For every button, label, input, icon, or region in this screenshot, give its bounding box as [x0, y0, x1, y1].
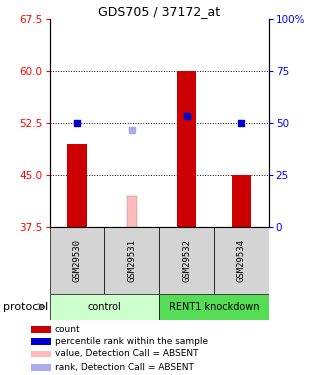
Text: GSM29532: GSM29532	[182, 239, 191, 282]
Point	[184, 113, 189, 119]
Bar	[68, 144, 87, 227]
Text: rank, Detection Call = ABSENT: rank, Detection Call = ABSENT	[55, 363, 194, 372]
Bar	[177, 71, 196, 227]
Bar	[104, 227, 159, 294]
Text: value, Detection Call = ABSENT: value, Detection Call = ABSENT	[55, 350, 198, 358]
Text: RENT1 knockdown: RENT1 knockdown	[169, 302, 259, 312]
Text: protocol: protocol	[3, 302, 48, 312]
Bar	[232, 175, 251, 227]
Text: count: count	[55, 325, 80, 334]
Bar	[214, 227, 269, 294]
Bar	[127, 196, 137, 227]
Point	[75, 120, 80, 126]
Text: percentile rank within the sample: percentile rank within the sample	[55, 337, 208, 346]
Bar	[31, 364, 51, 370]
Bar	[31, 351, 51, 357]
Text: control: control	[88, 302, 121, 312]
Bar	[159, 227, 214, 294]
Bar	[50, 227, 104, 294]
Text: GSM29530: GSM29530	[73, 239, 82, 282]
Bar	[31, 338, 51, 345]
Text: GSM29531: GSM29531	[127, 239, 136, 282]
Point	[239, 120, 244, 126]
Point	[129, 127, 134, 133]
Bar	[50, 294, 159, 320]
Title: GDS705 / 37172_at: GDS705 / 37172_at	[98, 4, 220, 18]
Text: GSM29534: GSM29534	[237, 239, 246, 282]
Bar	[159, 294, 269, 320]
Bar	[31, 326, 51, 333]
